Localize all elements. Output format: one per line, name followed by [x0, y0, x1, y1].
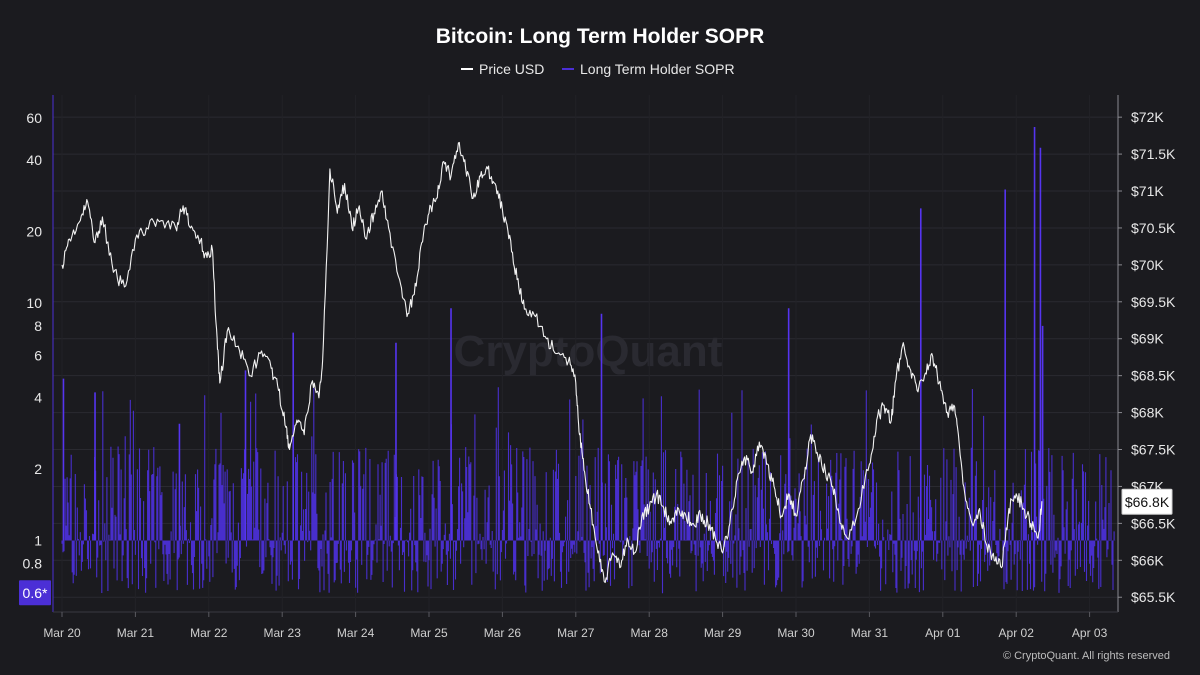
- right-tick-label: $66.5K: [1131, 515, 1176, 531]
- sopr-series: [61, 127, 1116, 594]
- left-axis: 0.8 1 2 4 6 8 10 20 40 60: [23, 110, 43, 571]
- right-tick-label: $72K: [1131, 109, 1164, 125]
- x-tick-label: Mar 21: [117, 626, 155, 640]
- left-tick-label: 8: [34, 318, 42, 334]
- left-tick-label: 10: [26, 295, 42, 311]
- right-tick-label: $69.5K: [1131, 294, 1176, 310]
- chart-title: Bitcoin: Long Term Holder SOPR: [436, 25, 765, 48]
- right-tick-label: $70.5K: [1131, 220, 1176, 236]
- x-tick-label: Mar 20: [43, 626, 81, 640]
- legend[interactable]: Price USD Long Term Holder SOPR: [461, 61, 735, 77]
- left-tick-label: 20: [26, 223, 42, 239]
- right-tick-label: $71.5K: [1131, 146, 1176, 162]
- x-tick-label: Mar 22: [190, 626, 228, 640]
- x-tick-label: Apr 02: [999, 626, 1035, 640]
- x-tick-label: Mar 31: [851, 626, 889, 640]
- legend-item-sopr[interactable]: Long Term Holder SOPR: [562, 61, 735, 77]
- sopr-bars-noise: [61, 387, 1116, 594]
- x-tick-label: Apr 03: [1072, 626, 1108, 640]
- price-series: [61, 141, 1043, 584]
- x-tick-label: Mar 27: [557, 626, 595, 640]
- left-tick-label: 0.8: [23, 556, 43, 572]
- x-axis: Mar 20 Mar 21 Mar 22 Mar 23 Mar 24 Mar 25 Mar …: [43, 612, 1108, 640]
- left-tick-label: 4: [34, 389, 42, 405]
- left-tick-label: 40: [26, 152, 42, 168]
- legend-label: Price USD: [479, 61, 544, 77]
- right-tick-label: $68K: [1131, 405, 1164, 421]
- left-tick-label: 60: [26, 110, 42, 126]
- x-tick-label: Mar 23: [264, 626, 302, 640]
- right-tick-label: $66K: [1131, 552, 1164, 568]
- left-current-badge: [19, 580, 51, 606]
- legend-item-price[interactable]: Price USD: [461, 61, 544, 77]
- x-tick-label: Mar 28: [631, 626, 669, 640]
- left-current-badge-label: 0.6*: [23, 585, 48, 601]
- x-tick-label: Mar 29: [704, 626, 742, 640]
- right-tick-label: $65.5K: [1131, 589, 1176, 605]
- left-tick-label: 2: [34, 461, 42, 477]
- watermark: CryptoQuant: [454, 327, 723, 376]
- right-tick-label: $68.5K: [1131, 368, 1176, 384]
- grid: [53, 95, 1118, 612]
- right-tick-label: $70K: [1131, 257, 1164, 273]
- current-value-badges: 0.6* $66.8K: [19, 488, 1173, 606]
- right-tick-label: $69K: [1131, 331, 1164, 347]
- x-tick-label: Mar 26: [484, 626, 522, 640]
- price-line: [61, 141, 1043, 584]
- x-tick-label: Mar 30: [777, 626, 815, 640]
- right-tick-label: $67.5K: [1131, 442, 1176, 458]
- right-axis: $65.5K$66K$66.5K$67K$67.5K$68K$68.5K$69K…: [1118, 109, 1176, 605]
- left-tick-label: 1: [34, 532, 42, 548]
- right-current-badge: [1121, 488, 1173, 515]
- legend-label: Long Term Holder SOPR: [580, 61, 735, 77]
- x-tick-label: Mar 24: [337, 626, 375, 640]
- x-tick-label: Mar 25: [410, 626, 448, 640]
- right-current-badge-label: $66.8K: [1125, 494, 1170, 510]
- copyright: © CryptoQuant. All rights reserved: [1003, 650, 1170, 662]
- left-tick-label: 6: [34, 348, 42, 364]
- right-tick-label: $71K: [1131, 183, 1164, 199]
- x-tick-label: Apr 01: [925, 626, 961, 640]
